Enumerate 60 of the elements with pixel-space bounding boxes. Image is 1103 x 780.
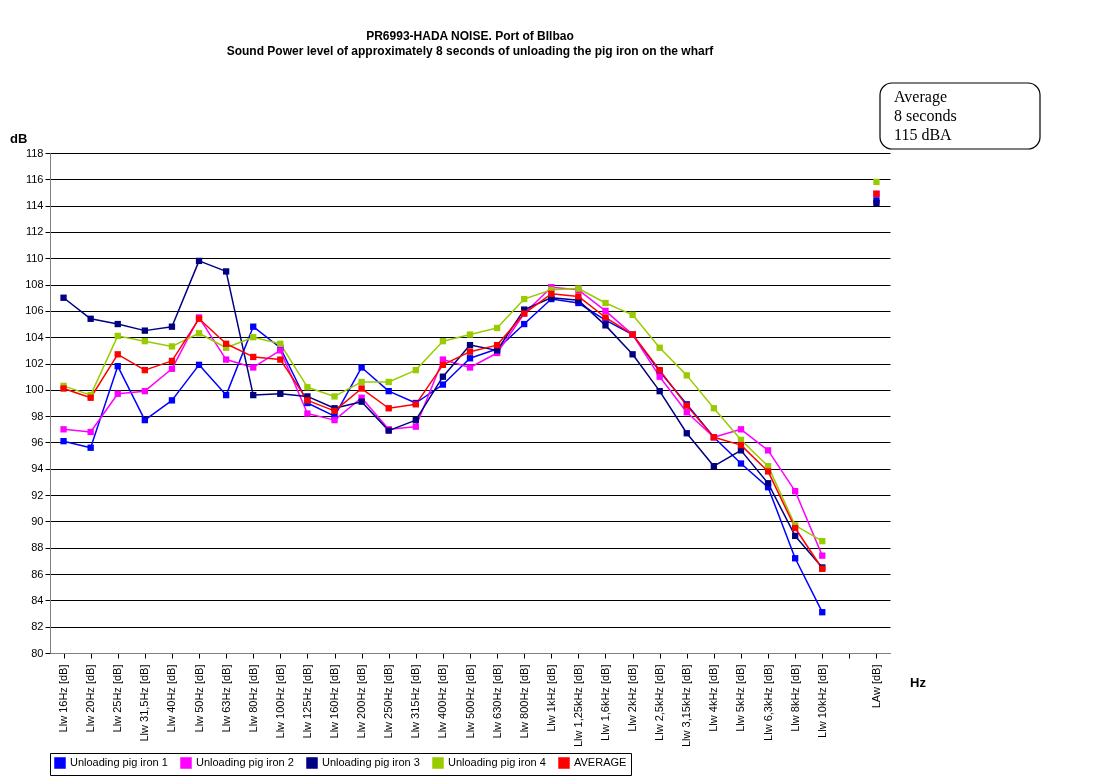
x-tick-label: Llw 20Hz [dB] [84,664,97,733]
y-tick-label: 110 [25,251,44,264]
y-tick-label: 88 [31,541,44,554]
y-tick-label: 116 [25,172,44,185]
y-tick-label: 118 [25,146,44,159]
y-tick-label: 98 [31,409,44,422]
legend-label: Unloading pig iron 4 [448,756,546,768]
x-tick-label: Llw 400Hz [dB] [436,664,449,739]
x-tick-label: Llw 2,5kHz [dB] [653,664,666,741]
y-tick-label: 86 [31,567,44,580]
x-tick-label: Llw 50Hz [dB] [192,664,205,733]
y-tick-label: 96 [31,435,44,448]
x-tick-label: Llw 31,5Hz [dB] [138,664,151,742]
x-tick-label: Llw 1kHz [dB] [544,664,557,732]
y-tick-label: 84 [31,593,44,606]
x-tick-label: Llw 40Hz [dB] [165,664,178,733]
x-tick-label: Llw 5kHz [dB] [734,664,747,732]
y-tick-label: 104 [25,330,44,343]
text: Average 8 seconds 115 dBA [894,88,957,143]
x-tick-label: Llw 315Hz [dB] [409,664,422,739]
x-tick-label: Llw 6,3kHz [dB] [761,664,774,741]
y-tick-label: 106 [25,304,44,317]
x-tick-label: Llw 16Hz [dB] [57,664,70,733]
y-tick-label: 114 [25,199,44,212]
x-tick-label: Llw 200Hz [dB] [355,664,368,739]
x-tick-label: Llw 1,25kHz [dB] [571,664,584,748]
x-tick-label: LAw [dB] [869,664,882,709]
y-tick-label: 94 [31,462,44,475]
y-tick-label: 100 [25,383,44,396]
x-tick-label: Llw 1,6kHz [dB] [598,664,611,741]
chart-subtitle: Sound Power level of approximately 8 seconds of unloading the pig iron on the wharf [226,44,715,59]
legend-label: Unloading pig iron 3 [322,756,420,768]
x-tick-label: Llw 125Hz [dB] [300,664,313,739]
y-tick-label: 82 [31,620,44,633]
x-tick-label: Llw 8kHz [dB] [788,664,801,732]
x-tick-label: Llw 630Hz [dB] [490,664,503,739]
chart-title: PR6993-HADA NOISE. Port of BIlbao [366,29,574,44]
x-tick-label: Llw 63Hz [dB] [219,664,232,733]
y-tick-label: 108 [25,278,44,291]
y-axis-title: dB [10,131,28,146]
y-tick-label: 112 [25,225,44,238]
x-axis-title: Hz [910,675,927,690]
x-tick-label: Llw 250Hz [dB] [382,664,395,739]
x-tick-label: Llw 10kHz [dB] [815,664,828,738]
x-tick-label: Llw 800Hz [dB] [517,664,530,739]
y-tick-label: 102 [25,357,44,370]
y-tick-label: 80 [31,646,44,659]
y-tick-label: 90 [31,514,44,527]
x-tick-label: Llw 100Hz [dB] [273,664,286,739]
legend-label: AVERAGE [574,756,627,768]
x-tick-label: Llw 160Hz [dB] [328,664,341,739]
x-tick-label: Llw 4kHz [dB] [707,664,720,732]
legend-label: Unloading pig iron 2 [196,756,294,768]
x-tick-label: Llw 80Hz [dB] [246,664,259,733]
x-tick-label: Llw 500Hz [dB] [463,664,476,739]
x-tick-label: Llw 25Hz [dB] [111,664,124,733]
legend-label: Unloading pig iron 1 [70,756,168,768]
x-tick-label: Llw 2kHz [dB] [626,664,639,732]
x-tick-label: Llw 3,15kHz [dB] [680,664,693,748]
y-tick-label: 92 [31,488,44,501]
